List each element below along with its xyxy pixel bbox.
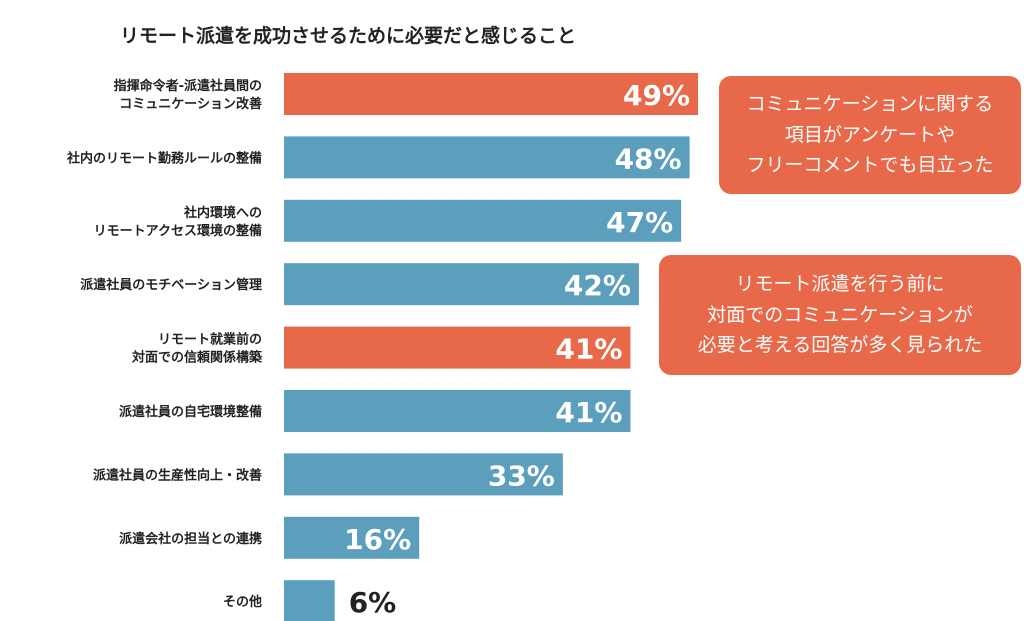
value-label-5: 41% bbox=[555, 396, 622, 429]
value-label-1: 48% bbox=[615, 142, 682, 175]
bar-5 bbox=[284, 390, 631, 432]
bar-6 bbox=[284, 453, 563, 496]
value-label-3: 42% bbox=[564, 269, 631, 302]
category-label-8: その他 bbox=[223, 594, 262, 610]
bar-1 bbox=[284, 136, 690, 179]
chart-title: リモート派遣を成功させるために必要だと感じること bbox=[120, 24, 576, 47]
callout-face-to-face-note: リモート派遣を行う前に 対面でのコミュニケーションが 必要と考える回答が多く見ら… bbox=[659, 255, 1021, 375]
category-label-0: 指揮命令者-派遣社員間のコミュニケーション改善 bbox=[114, 78, 262, 112]
category-label-4: リモート就業前の対面での信頼関係構築 bbox=[131, 332, 263, 366]
category-label-6: 派遣社員の生産性向上・改善 bbox=[93, 467, 262, 483]
value-label-4: 41% bbox=[555, 333, 622, 366]
callout-communication-note: コミュニケーションに関する 項目がアンケートや フリーコメントでも目立った bbox=[719, 76, 1021, 194]
value-label-0: 49% bbox=[623, 79, 690, 112]
category-label-2: 社内環境へのリモートアクセス環境の整備 bbox=[94, 205, 262, 239]
value-label-6: 33% bbox=[488, 459, 555, 492]
bar-4 bbox=[284, 326, 631, 369]
category-label-3: 派遣社員のモチベーション管理 bbox=[80, 277, 262, 293]
value-label-8: 6% bbox=[349, 586, 397, 619]
bar-2 bbox=[284, 199, 682, 242]
value-label-2: 47% bbox=[606, 206, 673, 239]
bar-7 bbox=[284, 516, 420, 559]
value-label-7: 16% bbox=[344, 523, 411, 556]
bars: 指揮命令者-派遣社員間のコミュニケーション改善 49% 社内のリモート勤務ルールの整… bbox=[66, 73, 699, 621]
bar-0 bbox=[284, 73, 699, 115]
category-label-5: 派遣社員の自宅環境整備 bbox=[119, 404, 262, 420]
bar-8 bbox=[284, 580, 335, 621]
category-label-7: 派遣会社の担当との連携 bbox=[119, 531, 262, 547]
category-label-1: 社内のリモート勤務ルールの整備 bbox=[66, 150, 262, 166]
bar-3 bbox=[284, 263, 639, 306]
